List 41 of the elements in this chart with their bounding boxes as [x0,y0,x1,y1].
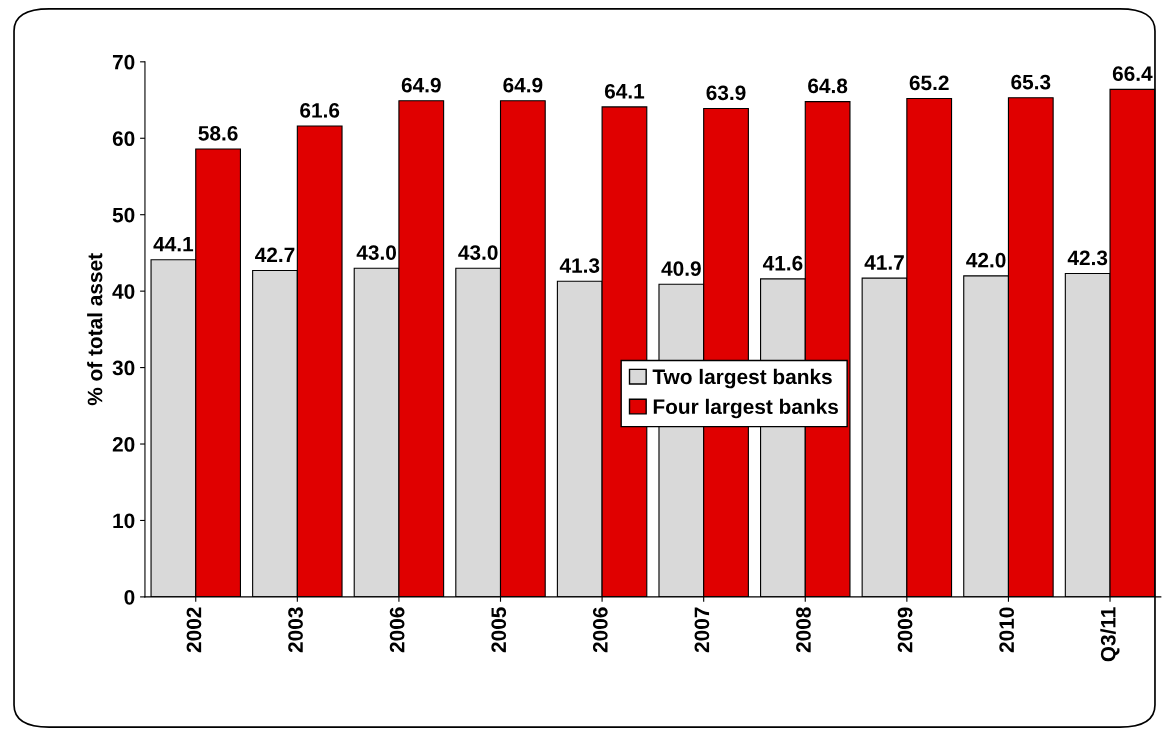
x-tick-label: 2003 [288,607,303,653]
x-tick-label: 2009 [897,607,913,653]
legend-label: Four largest banks [653,398,838,419]
y-tick-label: 10 [113,513,135,529]
x-tick-label: 2007 [694,607,710,653]
x-tick-label: Q3/11 [1100,607,1120,662]
y-tick-label: 20 [112,437,135,452]
data-label: 43.0 [458,245,498,260]
x-tick-label: 2002 [186,607,202,653]
y-axis-title: % of total asset [87,253,103,406]
data-label: 41.7 [864,255,904,270]
data-label: 41.3 [559,258,600,273]
data-label: 41.6 [762,255,803,271]
data-label: 61.6 [300,103,340,118]
y-tick-label: 70 [112,54,135,70]
data-label: 65.3 [1011,74,1051,90]
data-label: 42.0 [966,252,1006,268]
y-tick-label: 40 [112,284,135,299]
data-label: 42.3 [1067,250,1108,266]
x-tick-label: 2006 [592,607,608,653]
y-tick-label: 30 [112,360,135,376]
data-label: 65.2 [909,75,949,91]
data-label: 64.1 [604,83,645,99]
x-tick-label: 2006 [389,607,405,653]
y-tick-label: 50 [112,207,135,223]
y-tick-label: 0 [124,589,135,605]
data-label: 64.9 [503,77,543,93]
y-tick-label: 60 [112,131,135,147]
x-tick-label: 2008 [796,607,811,653]
legend-label: Two largest banks [652,368,832,389]
data-label: 44.1 [153,236,194,252]
x-tick-label: 2010 [999,607,1015,653]
data-label: 63.9 [706,85,746,101]
data-label: 43.0 [356,245,396,260]
data-label: 64.8 [808,78,848,94]
data-label: 64.9 [401,77,441,93]
data-label: 40.9 [661,261,701,276]
data-label: 66.4 [1112,66,1153,82]
data-label: 58.6 [198,125,238,141]
x-tick-label: 2005 [491,607,507,653]
data-label: 42.7 [255,247,295,263]
